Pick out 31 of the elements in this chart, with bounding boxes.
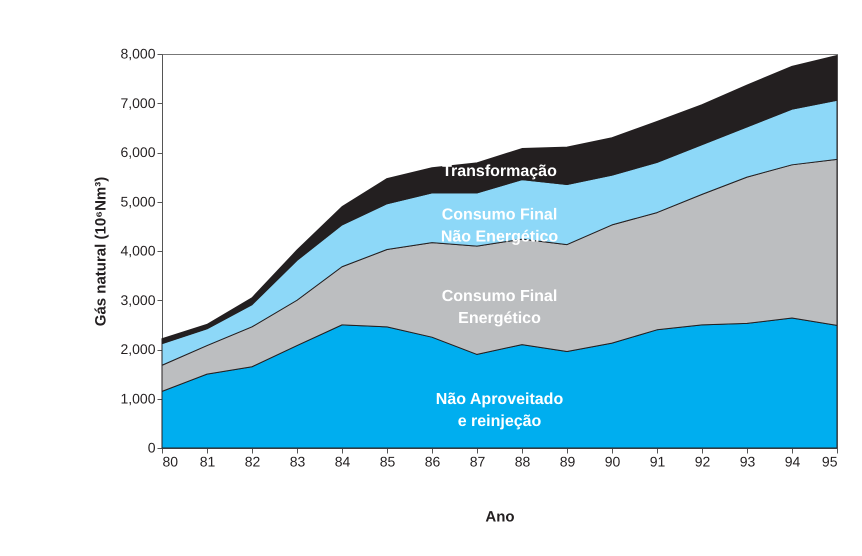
x-tick-label: 91	[650, 454, 666, 470]
x-tick-label: 92	[694, 454, 710, 470]
y-tick-label: 3,000	[120, 292, 156, 308]
x-tick-label: 82	[244, 454, 260, 470]
x-tick-label: 84	[334, 454, 350, 470]
y-tick-label: 5,000	[120, 193, 156, 210]
y-tick-label: 1,000	[120, 390, 156, 406]
x-tick-label: 86	[424, 454, 440, 470]
x-tick-label: 85	[380, 454, 396, 470]
x-tick-label: 89	[560, 454, 576, 470]
series-label: Consumo Final Não Energético	[440, 206, 558, 246]
x-tick-label: 80	[162, 454, 178, 470]
y-axis-title: Gás natural (10⁶Nm³)	[92, 176, 110, 326]
x-tick-label: 94	[784, 454, 800, 470]
series-label: Não Aproveitado e reinjeção	[436, 390, 564, 430]
x-axis-title: Ano	[485, 508, 515, 526]
x-tick-label: 93	[740, 454, 756, 470]
y-tick-label: 0	[148, 440, 156, 456]
x-tick-label: 81	[200, 454, 216, 470]
y-tick-label: 4,000	[120, 242, 156, 258]
x-tick-label: 90	[604, 454, 620, 470]
x-tick-label: 95	[822, 454, 838, 470]
y-tick-label: 6,000	[120, 144, 156, 160]
y-tick-label: 8,000	[120, 46, 156, 62]
y-tick-label: 2,000	[120, 341, 156, 357]
x-tick-label: 87	[470, 454, 486, 470]
x-tick-label: 83	[290, 454, 306, 470]
y-tick-label: 7,000	[120, 94, 156, 111]
series-label: Transformação	[442, 162, 558, 180]
series-label: Consumo Final Energético	[442, 288, 558, 328]
x-tick-label: 88	[514, 454, 530, 470]
